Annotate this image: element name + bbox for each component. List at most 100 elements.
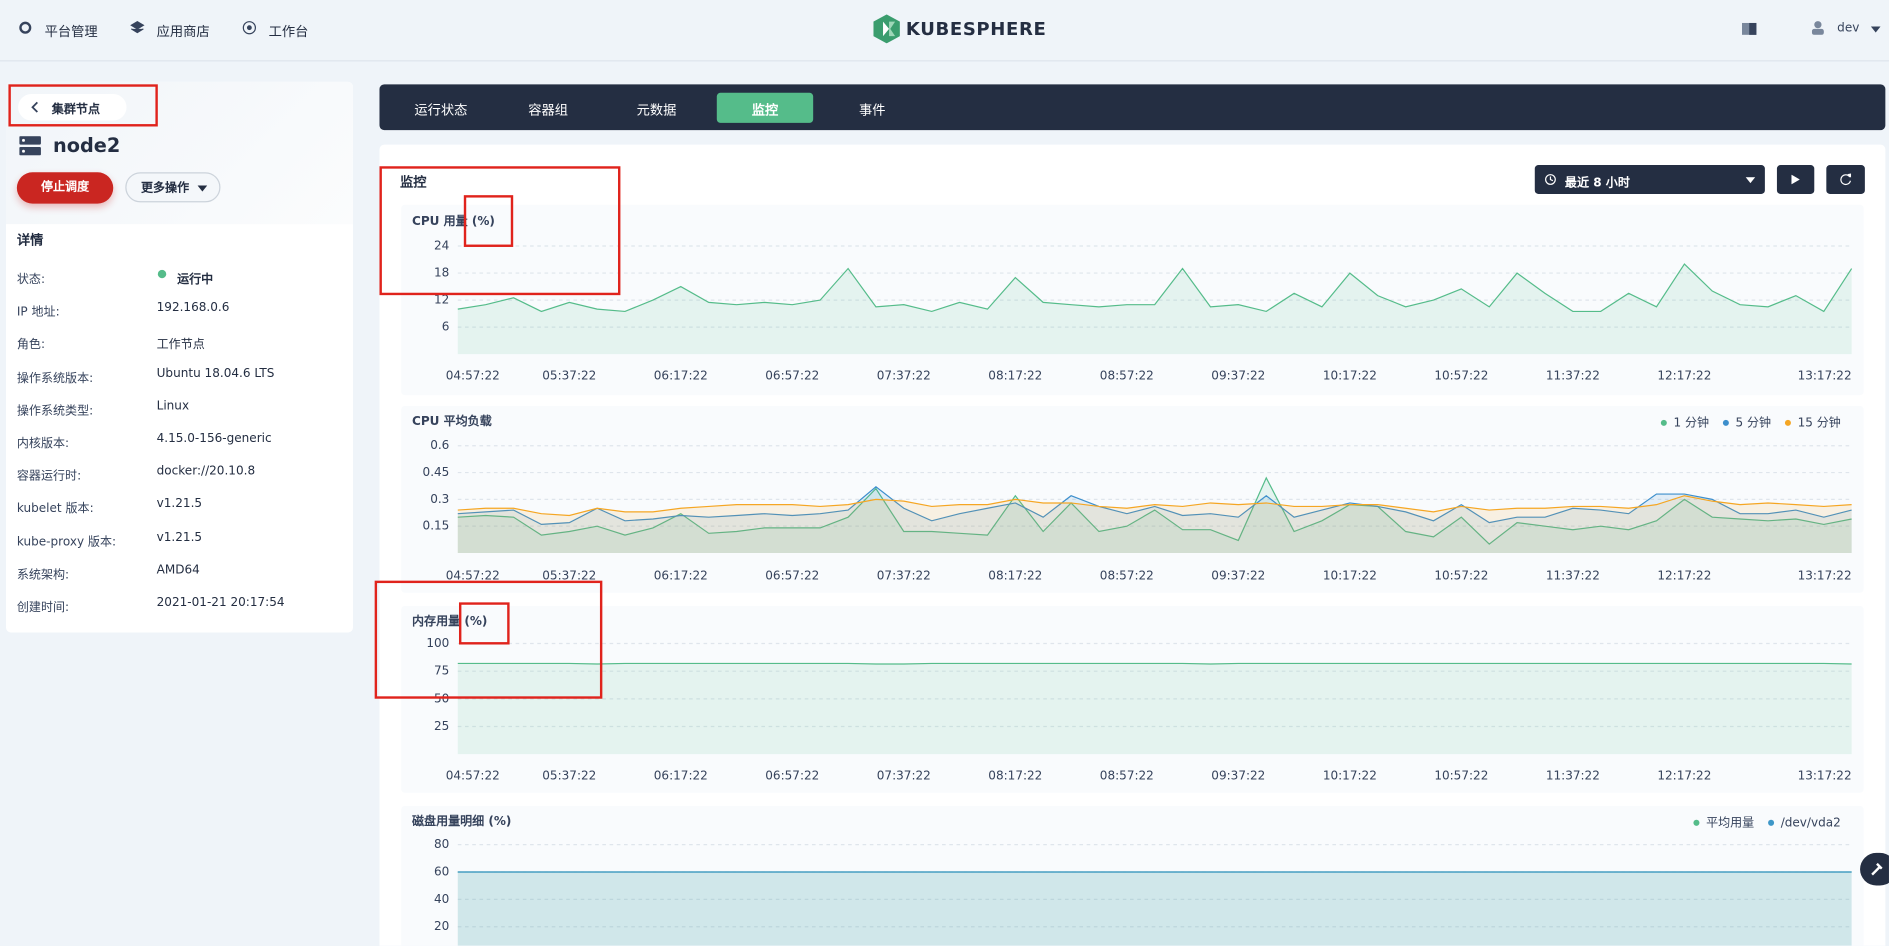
play-icon xyxy=(1791,174,1800,185)
y-tick-label: 0.15 xyxy=(423,519,450,533)
workbench-icon xyxy=(242,21,256,35)
legend-label: 平均用量 xyxy=(1706,815,1754,829)
tab[interactable]: 事件 xyxy=(858,102,886,119)
back-label: 集群节点 xyxy=(51,103,100,117)
play-button[interactable] xyxy=(1776,165,1815,194)
detail-label: kube-proxy 版本: xyxy=(16,535,117,549)
chart-panel xyxy=(401,805,1864,946)
x-tick-label: 13:17:22 xyxy=(1798,568,1852,582)
x-tick-label: 07:37:22 xyxy=(877,768,931,782)
tab[interactable]: 监控 xyxy=(751,102,779,119)
x-tick-label: 12:17:22 xyxy=(1657,368,1711,382)
x-tick-label: 04:57:22 xyxy=(446,368,500,382)
x-tick-label: 08:57:22 xyxy=(1100,768,1154,782)
legend-label: 5 分钟 xyxy=(1736,414,1772,429)
line xyxy=(457,263,1853,313)
detail-label: 状态: xyxy=(16,273,46,287)
x-tick-label: 04:57:22 xyxy=(446,768,500,782)
header: 平台管理 应用商店 工作台 KUBESPHERE dev xyxy=(0,0,1889,62)
nav-item[interactable]: 工作台 xyxy=(268,24,309,40)
line xyxy=(457,662,1852,665)
y-tick-label: 12 xyxy=(434,293,449,307)
x-tick-label: 13:17:22 xyxy=(1798,768,1852,782)
detail-value: Linux xyxy=(156,399,190,413)
y-tick-label: 25 xyxy=(434,719,449,733)
toolbox-button[interactable] xyxy=(1860,852,1889,886)
detail-label: 容器运行时: xyxy=(16,470,82,484)
x-tick-label: 05:37:22 xyxy=(542,768,596,782)
y-tick-label: 0.6 xyxy=(430,438,449,452)
x-tick-label: 10:17:22 xyxy=(1323,368,1377,382)
detail-value: 4.15.0-156-generic xyxy=(156,432,272,446)
x-tick-label: 04:57:22 xyxy=(446,568,500,582)
detail-value: 192.168.0.6 xyxy=(156,301,230,315)
annotation-box xyxy=(458,602,510,645)
more-button[interactable]: 更多操作 xyxy=(125,172,221,203)
back-arrow xyxy=(31,101,38,113)
x-tick-label: 08:57:22 xyxy=(1100,368,1154,382)
nav-item[interactable]: 平台管理 xyxy=(44,24,98,40)
annotation-box xyxy=(374,580,603,699)
annotation-box xyxy=(463,195,514,247)
tab[interactable]: 元数据 xyxy=(636,102,677,119)
x-tick-label: 05:37:22 xyxy=(542,368,596,382)
logo-icon xyxy=(873,14,900,44)
detail-value: docker://20.10.8 xyxy=(156,465,256,479)
area xyxy=(457,486,1852,553)
detail-value: v1.21.5 xyxy=(156,498,203,512)
detail-label: 内核版本: xyxy=(16,437,70,451)
x-tick-label: 10:57:22 xyxy=(1434,568,1488,582)
y-tick-label: 18 xyxy=(434,266,449,280)
line xyxy=(457,495,1852,517)
y-tick-label: 20 xyxy=(434,919,449,933)
legend-label: /dev/vda2 xyxy=(1781,815,1841,829)
y-tick-label: 0.45 xyxy=(423,465,450,479)
y-tick-label: 6 xyxy=(442,320,450,334)
tab[interactable]: 运行状态 xyxy=(414,102,468,119)
clock-icon xyxy=(1545,174,1556,185)
x-tick-label: 05:37:22 xyxy=(542,568,596,582)
caret xyxy=(1870,26,1881,33)
time-range: 最近 8 小时 xyxy=(1564,177,1630,191)
hammer-icon xyxy=(1871,862,1883,876)
x-tick-label: 09:37:22 xyxy=(1211,568,1265,582)
time-range-select[interactable]: 最近 8 小时 xyxy=(1534,165,1765,194)
detail-value: AMD64 xyxy=(156,563,200,577)
x-tick-label: 06:17:22 xyxy=(654,568,708,582)
x-tick-label: 10:17:22 xyxy=(1323,768,1377,782)
x-tick-label: 08:17:22 xyxy=(988,768,1042,782)
nav-item[interactable]: 应用商店 xyxy=(156,24,210,40)
chart-title: CPU 平均负载 xyxy=(412,413,492,428)
detail-label: 角色: xyxy=(16,338,46,353)
y-tick-label: 75 xyxy=(434,664,449,678)
detail-value: 工作节点 xyxy=(156,338,205,353)
legend-dot xyxy=(1784,419,1791,426)
legend-dot xyxy=(1660,419,1667,426)
y-tick-label: 80 xyxy=(434,837,449,851)
area xyxy=(457,264,1852,355)
x-tick-label: 08:17:22 xyxy=(988,368,1042,382)
tab[interactable]: 容器组 xyxy=(528,102,569,119)
area xyxy=(457,477,1852,553)
x-tick-label: 11:37:22 xyxy=(1546,568,1600,582)
back-button[interactable]: 集群节点 xyxy=(18,93,127,121)
y-tick-label: 24 xyxy=(434,239,449,253)
detail-label: 操作系统版本: xyxy=(16,371,94,386)
refresh-button[interactable] xyxy=(1826,165,1865,194)
x-tick-label: 06:57:22 xyxy=(765,568,819,582)
line xyxy=(457,476,1852,545)
legend-label: 15 分钟 xyxy=(1798,414,1841,429)
logo-text: KUBESPHERE xyxy=(905,18,1047,40)
area xyxy=(457,871,1852,946)
detail-label: 系统架构: xyxy=(16,568,70,582)
x-tick-label: 08:57:22 xyxy=(1100,568,1154,582)
y-tick-label: 100 xyxy=(426,636,449,650)
area xyxy=(457,871,1852,946)
stop-button[interactable]: 停止调度 xyxy=(16,172,114,204)
store-icon xyxy=(130,20,145,34)
user-name[interactable]: dev xyxy=(1837,21,1860,35)
x-tick-label: 10:17:22 xyxy=(1323,568,1377,582)
refresh-icon xyxy=(1840,173,1852,186)
